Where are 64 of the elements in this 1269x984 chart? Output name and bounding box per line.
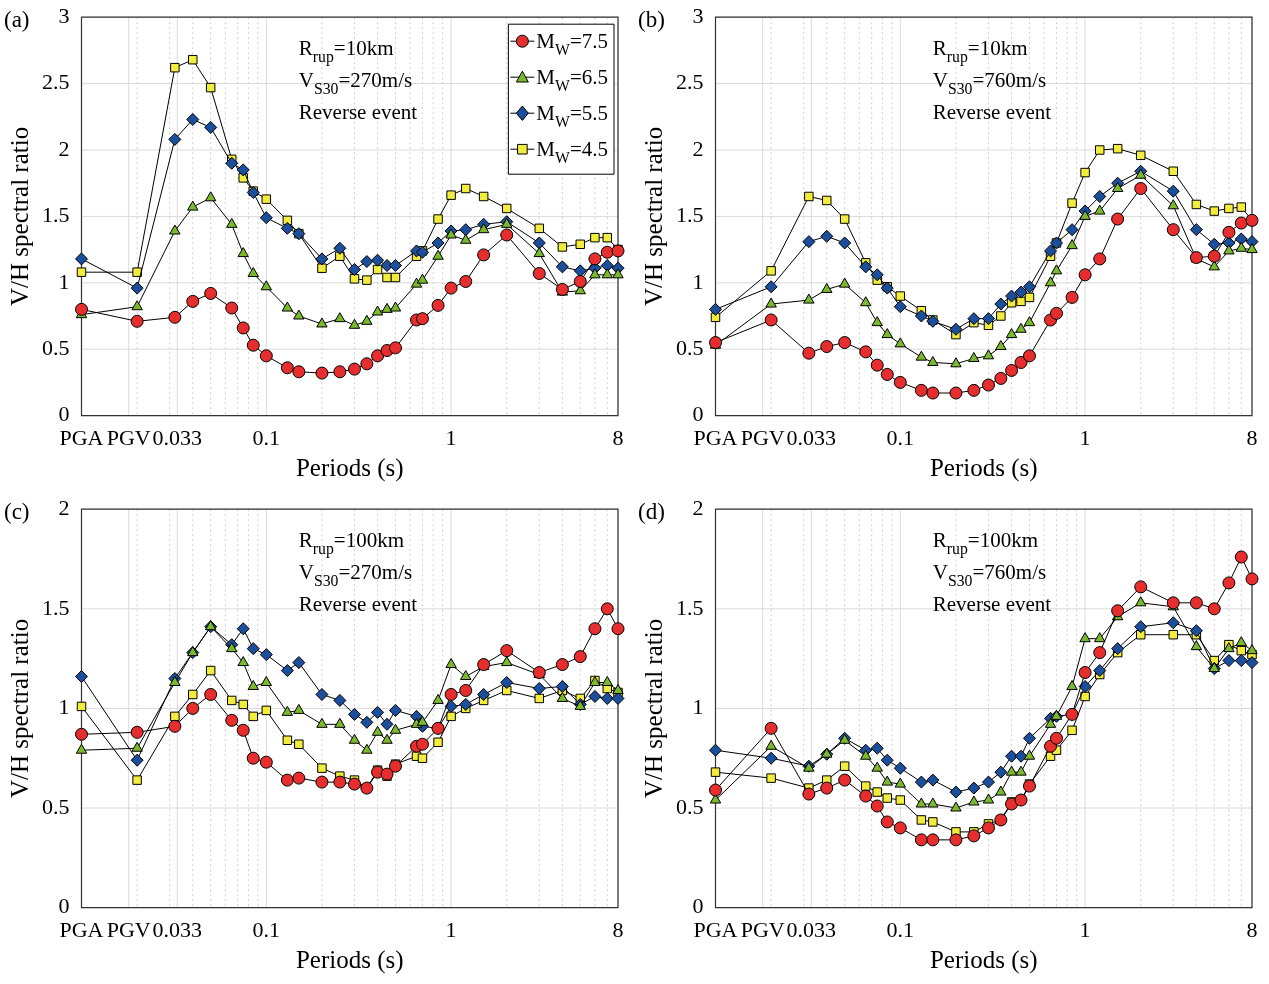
x-tick-label: PGA	[693, 916, 738, 942]
y-axis-title: V/H spectral ratio	[639, 618, 667, 798]
annotation: Reverse event	[298, 100, 418, 125]
x-tick-label: 8	[1246, 424, 1258, 450]
x-tick-label: PGV	[106, 424, 151, 450]
x-tick-label: PGA	[59, 424, 104, 450]
x-tick-label: PGV	[740, 424, 785, 450]
x-tick-label: PGA	[693, 424, 738, 450]
y-tick-label: 2	[692, 494, 704, 520]
x-tick-label: PGV	[740, 916, 785, 942]
y-tick-label: 0	[692, 401, 704, 427]
y-tick-label: 1.5	[42, 202, 70, 228]
y-tick-label: 1.5	[42, 594, 70, 620]
y-tick-label: 0	[58, 401, 70, 427]
x-axis-title: Periods (s)	[929, 945, 1038, 974]
y-axis-title: V/H spectral ratio	[5, 618, 33, 798]
chart-title: (d)	[638, 499, 665, 525]
y-axis-title: V/H spectral ratio	[639, 126, 667, 306]
x-tick-label: PGA	[59, 916, 104, 942]
x-tick-label: 1	[1079, 916, 1091, 942]
y-tick-label: 0	[692, 893, 704, 919]
y-tick-label: 1	[58, 268, 70, 294]
y-tick-label: 1	[58, 694, 70, 720]
x-tick-label: 0.033	[152, 916, 203, 942]
x-tick-label: 8	[1246, 916, 1258, 942]
y-tick-label: 2	[58, 135, 70, 161]
y-tick-label: 0	[58, 893, 70, 919]
x-tick-label: 0.033	[152, 424, 203, 450]
chart-title: (b)	[638, 7, 665, 33]
y-tick-label: 1	[692, 268, 704, 294]
x-tick-label: 0.1	[252, 424, 281, 450]
x-tick-label: 1	[445, 424, 457, 450]
x-tick-label: 1	[445, 916, 457, 942]
x-tick-label: 0.033	[786, 916, 837, 942]
x-tick-label: PGV	[106, 916, 151, 942]
x-tick-label: 8	[612, 424, 624, 450]
x-tick-label: 0.1	[886, 424, 915, 450]
chart-title: (c)	[4, 499, 30, 525]
y-tick-label: 0.5	[676, 334, 704, 360]
y-tick-label: 2.5	[676, 69, 704, 95]
y-tick-label: 3	[692, 2, 704, 28]
x-tick-label: 0.1	[252, 916, 281, 942]
annotation: Reverse event	[932, 592, 1052, 617]
y-tick-label: 2	[692, 135, 704, 161]
x-tick-label: 0.033	[786, 424, 837, 450]
annotation: Reverse event	[932, 100, 1052, 125]
y-tick-label: 1.5	[676, 594, 704, 620]
y-tick-label: 0.5	[676, 793, 704, 819]
y-tick-label: 0.5	[42, 793, 70, 819]
x-tick-label: 0.1	[886, 916, 915, 942]
annotation: Reverse event	[298, 592, 418, 617]
x-tick-label: 8	[612, 916, 624, 942]
chart-title: (a)	[4, 7, 30, 33]
x-axis-title: Periods (s)	[929, 453, 1038, 482]
y-axis-title: V/H spectral ratio	[5, 126, 33, 306]
y-tick-label: 2	[58, 494, 70, 520]
x-tick-label: 1	[1079, 424, 1091, 450]
y-tick-label: 1	[692, 694, 704, 720]
y-tick-label: 3	[58, 2, 70, 28]
y-tick-label: 1.5	[676, 202, 704, 228]
y-tick-label: 2.5	[42, 69, 70, 95]
y-tick-label: 0.5	[42, 334, 70, 360]
x-axis-title: Periods (s)	[295, 453, 404, 482]
x-axis-title: Periods (s)	[295, 945, 404, 974]
